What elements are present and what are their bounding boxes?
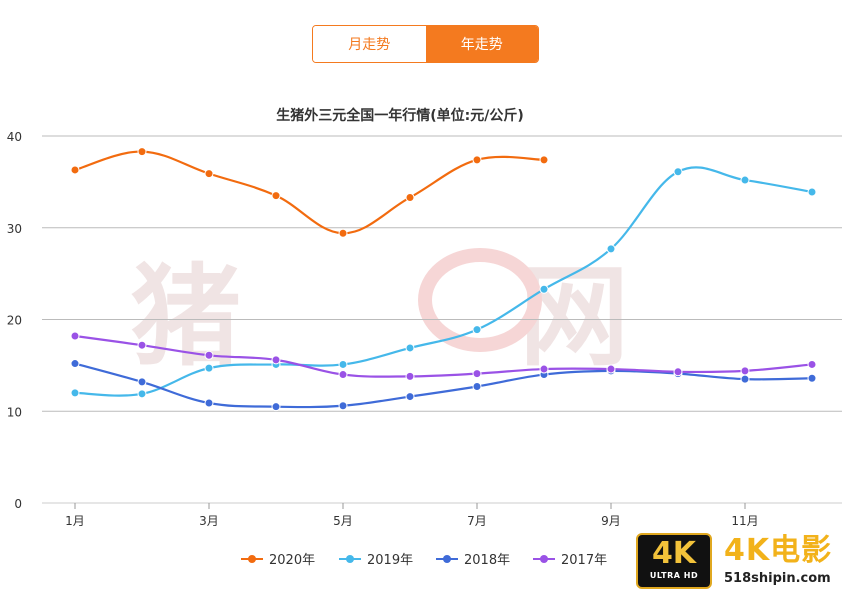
series-2018年 — [70, 359, 817, 412]
data-point — [405, 392, 415, 402]
tab-monthly-trend[interactable]: 月走势 — [313, 26, 426, 62]
y-tick-label: 0 — [14, 497, 22, 511]
chart-title: 生猪外三元全国一年行情(单位:元/公斤) — [276, 107, 524, 124]
data-point — [472, 155, 482, 165]
data-point — [271, 355, 281, 365]
data-point — [472, 369, 482, 379]
data-point — [472, 381, 482, 391]
watermark: 猪 网 — [131, 248, 749, 381]
data-point — [338, 370, 348, 380]
legend-item: 2020年 — [241, 553, 315, 568]
data-point — [807, 187, 817, 197]
x-tick-label: 9月 — [601, 514, 621, 528]
data-point — [405, 192, 415, 202]
data-point — [338, 359, 348, 369]
data-point — [539, 284, 549, 294]
data-point — [740, 374, 750, 384]
series-2020年 — [70, 147, 549, 238]
badge-url: 518shipin.com — [724, 571, 831, 586]
y-tick-label: 20 — [7, 314, 22, 328]
legend-swatch-dot — [346, 555, 354, 563]
watermark-text: 猪 网 — [131, 253, 749, 381]
data-point — [204, 350, 214, 360]
data-point — [137, 389, 147, 399]
data-point — [539, 364, 549, 374]
legend-swatch-dot — [540, 555, 548, 563]
data-point — [807, 373, 817, 383]
data-point — [740, 175, 750, 185]
data-point — [70, 165, 80, 175]
y-tick-label: 30 — [7, 222, 22, 236]
data-point — [405, 371, 415, 381]
data-point — [673, 167, 683, 177]
data-point — [204, 398, 214, 408]
x-tick-label: 1月 — [65, 514, 85, 528]
legend-label: 2020年 — [269, 553, 315, 568]
data-point — [70, 331, 80, 341]
x-tick-label: 5月 — [333, 514, 353, 528]
watermark-logo-ring — [418, 248, 542, 352]
chart-grid — [42, 135, 842, 504]
chart-series — [70, 147, 817, 412]
series-line — [74, 362, 813, 409]
legend-item: 2019年 — [339, 553, 413, 568]
data-point — [137, 340, 147, 350]
data-point — [204, 363, 214, 373]
chart-legend: 2020年 2019年 2018年 2017年 — [241, 553, 607, 568]
x-tick-label: 3月 — [199, 514, 219, 528]
y-axis: 0 10 20 30 40 — [7, 130, 22, 511]
series-2017年 — [70, 331, 817, 381]
data-point — [606, 244, 616, 254]
data-point — [70, 359, 80, 369]
tab-yearly-trend[interactable]: 年走势 — [425, 26, 538, 62]
legend-label: 2018年 — [464, 553, 510, 568]
legend-item: 2017年 — [533, 553, 607, 568]
legend-swatch-dot — [248, 555, 256, 563]
x-axis: 1月 3月 5月 7月 9月 11月 — [65, 503, 759, 528]
x-tick-label: 7月 — [467, 514, 487, 528]
badge-4k-text: 4K — [651, 536, 697, 571]
data-point — [338, 401, 348, 411]
data-point — [472, 325, 482, 335]
x-tick-label: 11月 — [731, 514, 758, 528]
data-point — [740, 366, 750, 376]
legend-label: 2017年 — [561, 553, 607, 568]
y-tick-label: 10 — [7, 405, 22, 419]
legend-label: 2019年 — [367, 553, 413, 568]
data-point — [70, 388, 80, 398]
data-point — [137, 147, 147, 157]
trend-toggle: 月走势 年走势 — [312, 25, 539, 63]
data-point — [271, 191, 281, 201]
watermark-badge: 4K ULTRA HD 4K电影 518shipin.com — [636, 533, 848, 591]
data-point — [204, 169, 214, 179]
series-line — [74, 150, 545, 235]
ultra-hd-logo: 4K ULTRA HD — [636, 533, 712, 589]
y-tick-label: 40 — [7, 130, 22, 144]
badge-title: 4K电影 — [724, 533, 833, 568]
series-line — [74, 334, 813, 378]
data-point — [405, 343, 415, 353]
badge-ultrahd-text: ULTRA HD — [649, 571, 699, 580]
data-point — [539, 155, 549, 165]
series-2019年 — [70, 166, 817, 399]
data-point — [673, 367, 683, 377]
data-point — [606, 364, 616, 374]
data-point — [807, 359, 817, 369]
data-point — [338, 228, 348, 238]
data-point — [137, 377, 147, 387]
legend-swatch-dot — [443, 555, 451, 563]
data-point — [271, 402, 281, 412]
legend-item: 2018年 — [436, 553, 510, 568]
